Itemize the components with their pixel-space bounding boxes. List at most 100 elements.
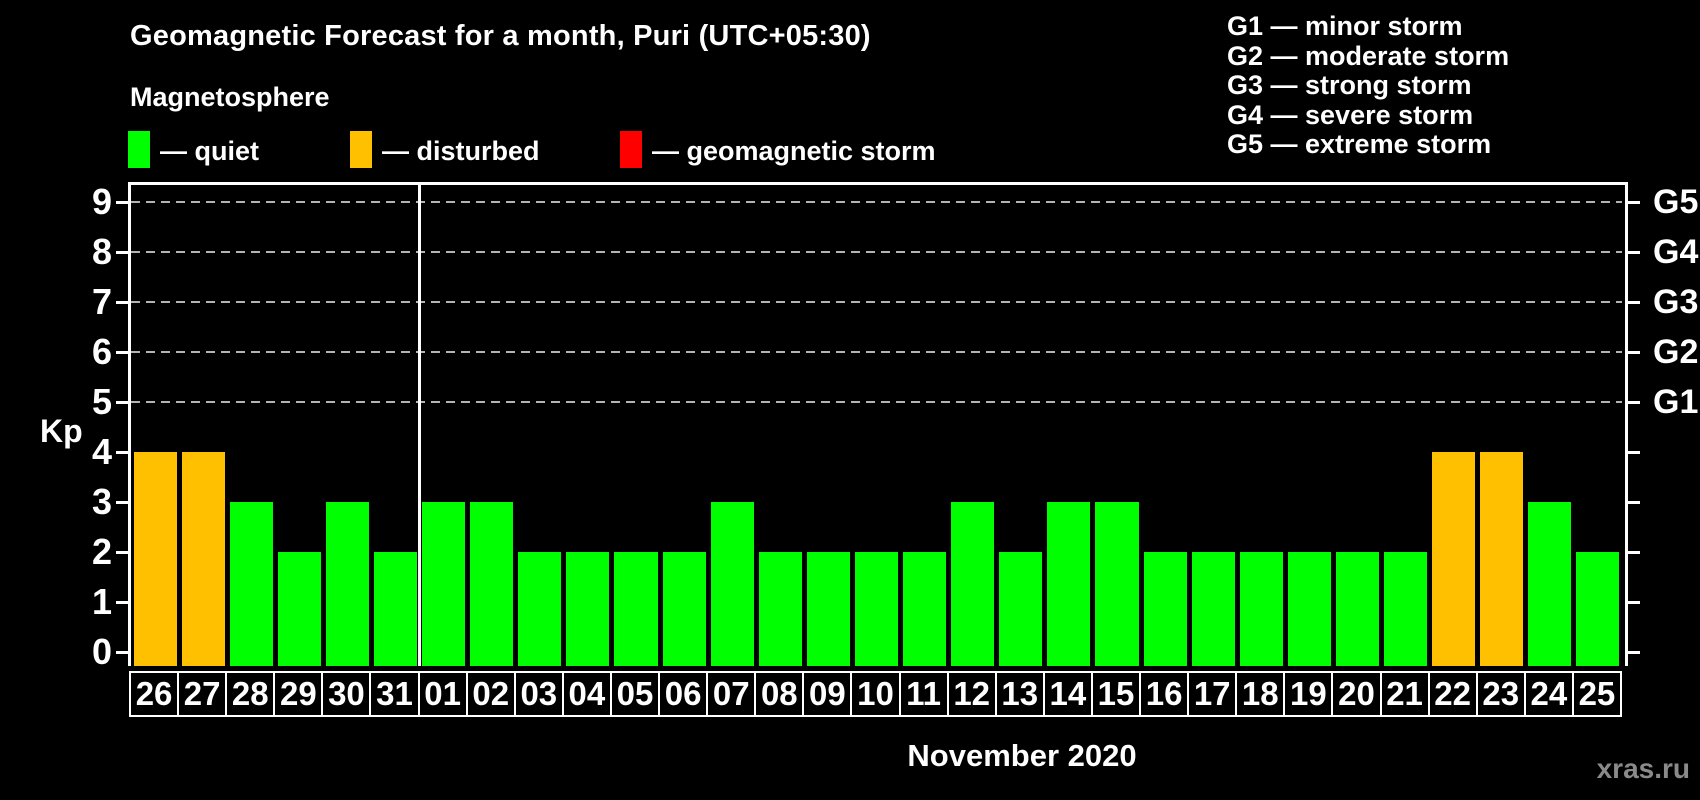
x-tick-box-24: 24: [1523, 671, 1574, 717]
x-tick-box-02: 02: [465, 671, 516, 717]
y-axis-label-kp: Kp: [40, 413, 83, 449]
bar-day-07: [710, 502, 754, 666]
x-tick-box-29: 29: [273, 671, 324, 717]
bar-day-06: [662, 552, 706, 666]
x-tick-box-20: 20: [1331, 671, 1382, 717]
x-tick-box-01: 01: [417, 671, 468, 717]
bar-day-04: [566, 552, 610, 666]
right-tick-5: [1628, 400, 1640, 404]
chart-subtitle-magnetosphere: Magnetosphere: [130, 82, 330, 112]
right-axis-label-G4: G4: [1653, 233, 1699, 271]
x-tick-box-06: 06: [658, 671, 709, 717]
month-divider-line: [418, 182, 422, 666]
gridline-kp7: [131, 301, 1622, 303]
left-tick-8: [116, 250, 128, 254]
right-tick-4: [1628, 450, 1640, 454]
y-tick-label-9: 9: [91, 181, 112, 222]
right-tick-0: [1628, 650, 1640, 654]
magnetosphere-legend: — quiet — disturbed — geomagnetic storm: [0, 128, 1100, 174]
x-tick-box-16: 16: [1139, 671, 1190, 717]
left-tick-9: [116, 200, 128, 204]
gridline-kp5: [131, 401, 1622, 403]
x-tick-box-27: 27: [177, 671, 228, 717]
left-tick-1: [116, 600, 128, 604]
g-legend-line-1: G1 — minor storm: [1227, 11, 1463, 41]
bar-day-12: [951, 502, 995, 666]
x-tick-box-12: 12: [946, 671, 997, 717]
g-legend-line-4: G4 — severe storm: [1227, 99, 1474, 130]
y-tick-label-2: 2: [91, 531, 112, 572]
bar-day-02: [470, 502, 514, 666]
y-tick-label-8: 8: [91, 231, 112, 272]
right-axis-label-G1: G1: [1653, 383, 1699, 421]
right-tick-1: [1628, 600, 1640, 604]
bar-day-10: [854, 552, 899, 666]
y-tick-label-6: 6: [91, 331, 112, 372]
g-legend-line-5: G5 — extreme storm: [1227, 129, 1492, 159]
right-tick-8: [1628, 250, 1640, 254]
left-tick-3: [116, 500, 128, 504]
bar-day-28: [229, 502, 273, 666]
bar-day-15: [1095, 502, 1139, 666]
right-tick-9: [1628, 200, 1640, 204]
bar-day-09: [806, 552, 850, 666]
x-tick-box-30: 30: [321, 671, 372, 717]
x-tick-box-14: 14: [1042, 671, 1093, 717]
x-tick-box-09: 09: [802, 671, 853, 717]
right-tick-3: [1628, 500, 1640, 504]
bar-day-08: [758, 552, 802, 666]
bar-day-20: [1335, 552, 1379, 666]
bar-day-03: [518, 552, 562, 666]
bar-day-22: [1432, 452, 1476, 666]
x-tick-box-11: 11: [898, 671, 949, 717]
bar-day-31: [373, 552, 418, 666]
watermark-xras: xras.ru: [1596, 753, 1690, 784]
x-tick-box-31: 31: [369, 671, 420, 717]
gridline-kp9: [131, 201, 1622, 203]
bar-day-30: [325, 502, 369, 666]
bar-day-18: [1239, 552, 1283, 666]
plot-border-right: [1625, 182, 1628, 666]
bar-day-27: [181, 452, 225, 666]
right-axis-label-G3: G3: [1653, 283, 1699, 321]
x-tick-box-25: 25: [1571, 671, 1622, 717]
bar-day-26: [133, 452, 177, 666]
bar-day-24: [1528, 502, 1572, 666]
plot-border-top: [128, 182, 1628, 185]
x-tick-box-13: 13: [994, 671, 1045, 717]
x-tick-box-10: 10: [850, 671, 901, 717]
legend-swatch-disturbed: [350, 131, 372, 168]
y-tick-label-4: 4: [91, 431, 112, 472]
x-tick-box-17: 17: [1187, 671, 1238, 717]
legend-swatch-storm: [620, 131, 642, 168]
gridline-kp6: [131, 351, 1622, 353]
bar-day-29: [277, 552, 321, 666]
x-axis-month-label: November 2020: [907, 738, 1137, 773]
x-tick-box-23: 23: [1475, 671, 1526, 717]
chart-title: Geomagnetic Forecast for a month, Puri (…: [130, 20, 871, 52]
y-tick-label-3: 3: [91, 481, 112, 522]
x-tick-box-08: 08: [754, 671, 805, 717]
bar-day-11: [903, 552, 947, 666]
plot-border-left: [128, 182, 131, 666]
x-tick-box-26: 26: [129, 671, 180, 717]
right-tick-7: [1628, 300, 1640, 304]
legend-swatch-quiet: [128, 131, 150, 168]
legend-label-storm: — geomagnetic storm: [652, 136, 936, 166]
bar-day-23: [1480, 452, 1524, 666]
y-tick-label-1: 1: [91, 581, 112, 622]
y-tick-label-0: 0: [91, 631, 112, 672]
left-tick-4: [116, 450, 128, 454]
x-tick-box-22: 22: [1427, 671, 1478, 717]
x-tick-box-03: 03: [513, 671, 564, 717]
left-tick-2: [116, 550, 128, 554]
x-tick-box-04: 04: [561, 671, 612, 717]
right-axis-label-G2: G2: [1653, 333, 1699, 371]
gridline-kp8: [131, 251, 1622, 253]
bar-day-05: [614, 552, 658, 666]
bar-day-13: [999, 552, 1043, 666]
x-tick-box-05: 05: [609, 671, 661, 717]
g-legend-line-3: G3 — strong storm: [1227, 70, 1472, 100]
bar-day-19: [1287, 552, 1331, 666]
